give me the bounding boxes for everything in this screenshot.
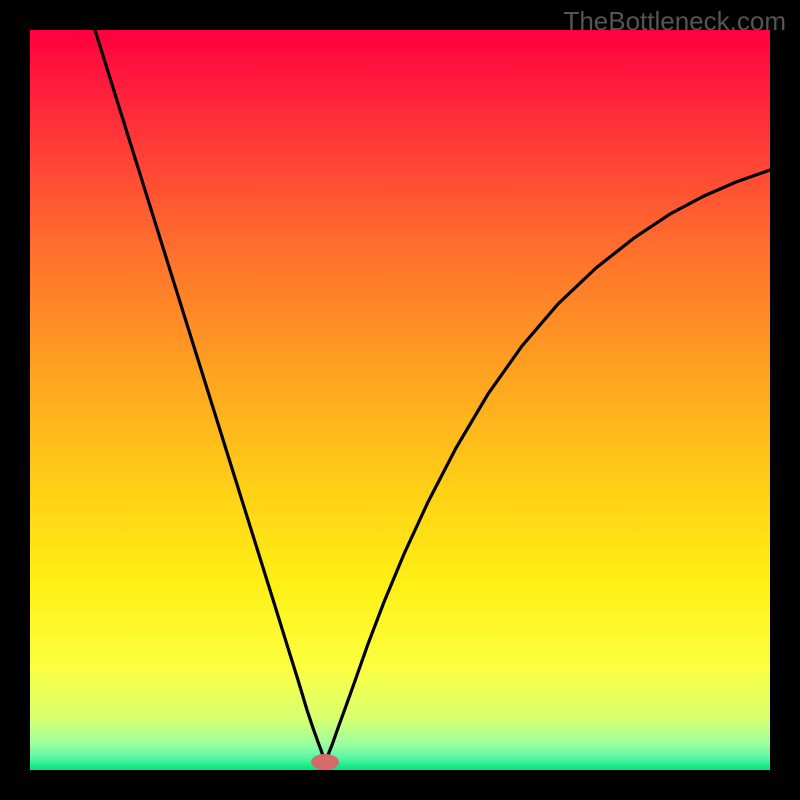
curve-left-branch [95, 30, 325, 761]
minimum-marker [311, 754, 339, 770]
plot-area [30, 30, 770, 770]
plot-svg [30, 30, 770, 770]
chart-frame: TheBottleneck.com [0, 0, 800, 800]
curve-right-branch [325, 170, 770, 761]
